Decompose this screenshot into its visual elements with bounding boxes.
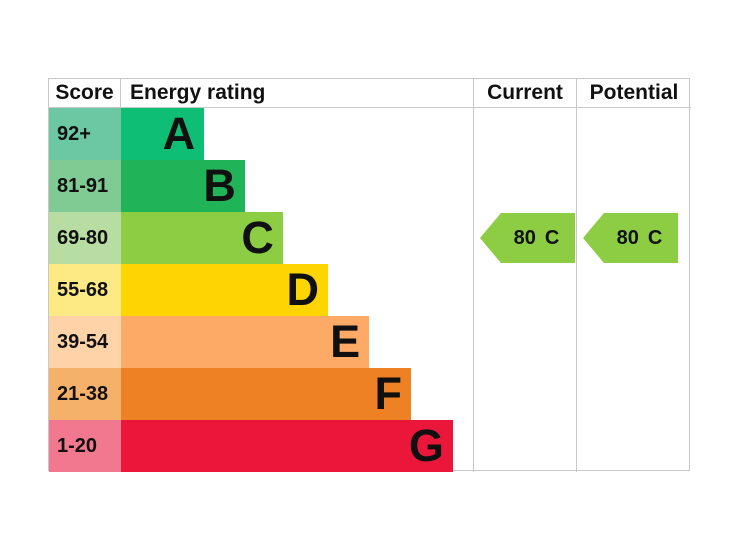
potential-rating-band: C bbox=[647, 226, 663, 249]
rating-bar-d: D bbox=[121, 264, 328, 316]
rating-letter-d: D bbox=[286, 264, 319, 315]
bar-cell-g: G bbox=[121, 420, 473, 472]
score-cell-f: 21-38 bbox=[49, 368, 121, 420]
current-column-header: Current bbox=[473, 79, 576, 108]
rating-letter-e: E bbox=[330, 316, 361, 367]
rating-bar-c: C bbox=[121, 212, 283, 264]
score-cell-c: 69-80 bbox=[49, 212, 121, 264]
bar-cell-f: F bbox=[121, 368, 473, 420]
potential-rating-arrow: 80 C bbox=[583, 213, 678, 263]
rating-bar-f: F bbox=[121, 368, 412, 420]
current-rating-band: C bbox=[544, 226, 560, 249]
score-cell-g: 1-20 bbox=[49, 420, 121, 472]
rating-letter-g: G bbox=[408, 420, 444, 471]
score-cell-e: 39-54 bbox=[49, 316, 121, 368]
rating-letter-c: C bbox=[241, 212, 274, 263]
rating-letter-b: B bbox=[203, 160, 236, 211]
current-rating-value: 80 bbox=[513, 226, 536, 249]
potential-column-header: Potential bbox=[576, 79, 691, 108]
score-cell-d: 55-68 bbox=[49, 264, 121, 316]
potential-rating-value: 80 bbox=[616, 226, 639, 249]
bar-cell-b: B bbox=[121, 160, 473, 212]
rating-letter-a: A bbox=[162, 108, 196, 159]
score-column-header: Score bbox=[49, 79, 121, 108]
score-cell-b: 81-91 bbox=[49, 160, 121, 212]
epc-energy-rating-chart: Score Energy rating Current Potential 92… bbox=[48, 78, 691, 472]
potential-column: 80 C bbox=[576, 108, 691, 472]
bar-cell-d: D bbox=[121, 264, 473, 316]
score-cell-a: 92+ bbox=[49, 108, 121, 160]
bar-cell-c: C bbox=[121, 212, 473, 264]
current-column: 80 C bbox=[473, 108, 576, 472]
rating-letter-f: F bbox=[374, 368, 403, 419]
rating-bar-a: A bbox=[121, 108, 205, 160]
rating-bar-g: G bbox=[121, 420, 453, 472]
rating-bar-b: B bbox=[121, 160, 245, 212]
rating-bar-e: E bbox=[121, 316, 370, 368]
bar-cell-a: A bbox=[121, 108, 473, 160]
current-rating-arrow: 80 C bbox=[480, 213, 575, 263]
bar-cell-e: E bbox=[121, 316, 473, 368]
energy-rating-column-header: Energy rating bbox=[121, 79, 473, 108]
